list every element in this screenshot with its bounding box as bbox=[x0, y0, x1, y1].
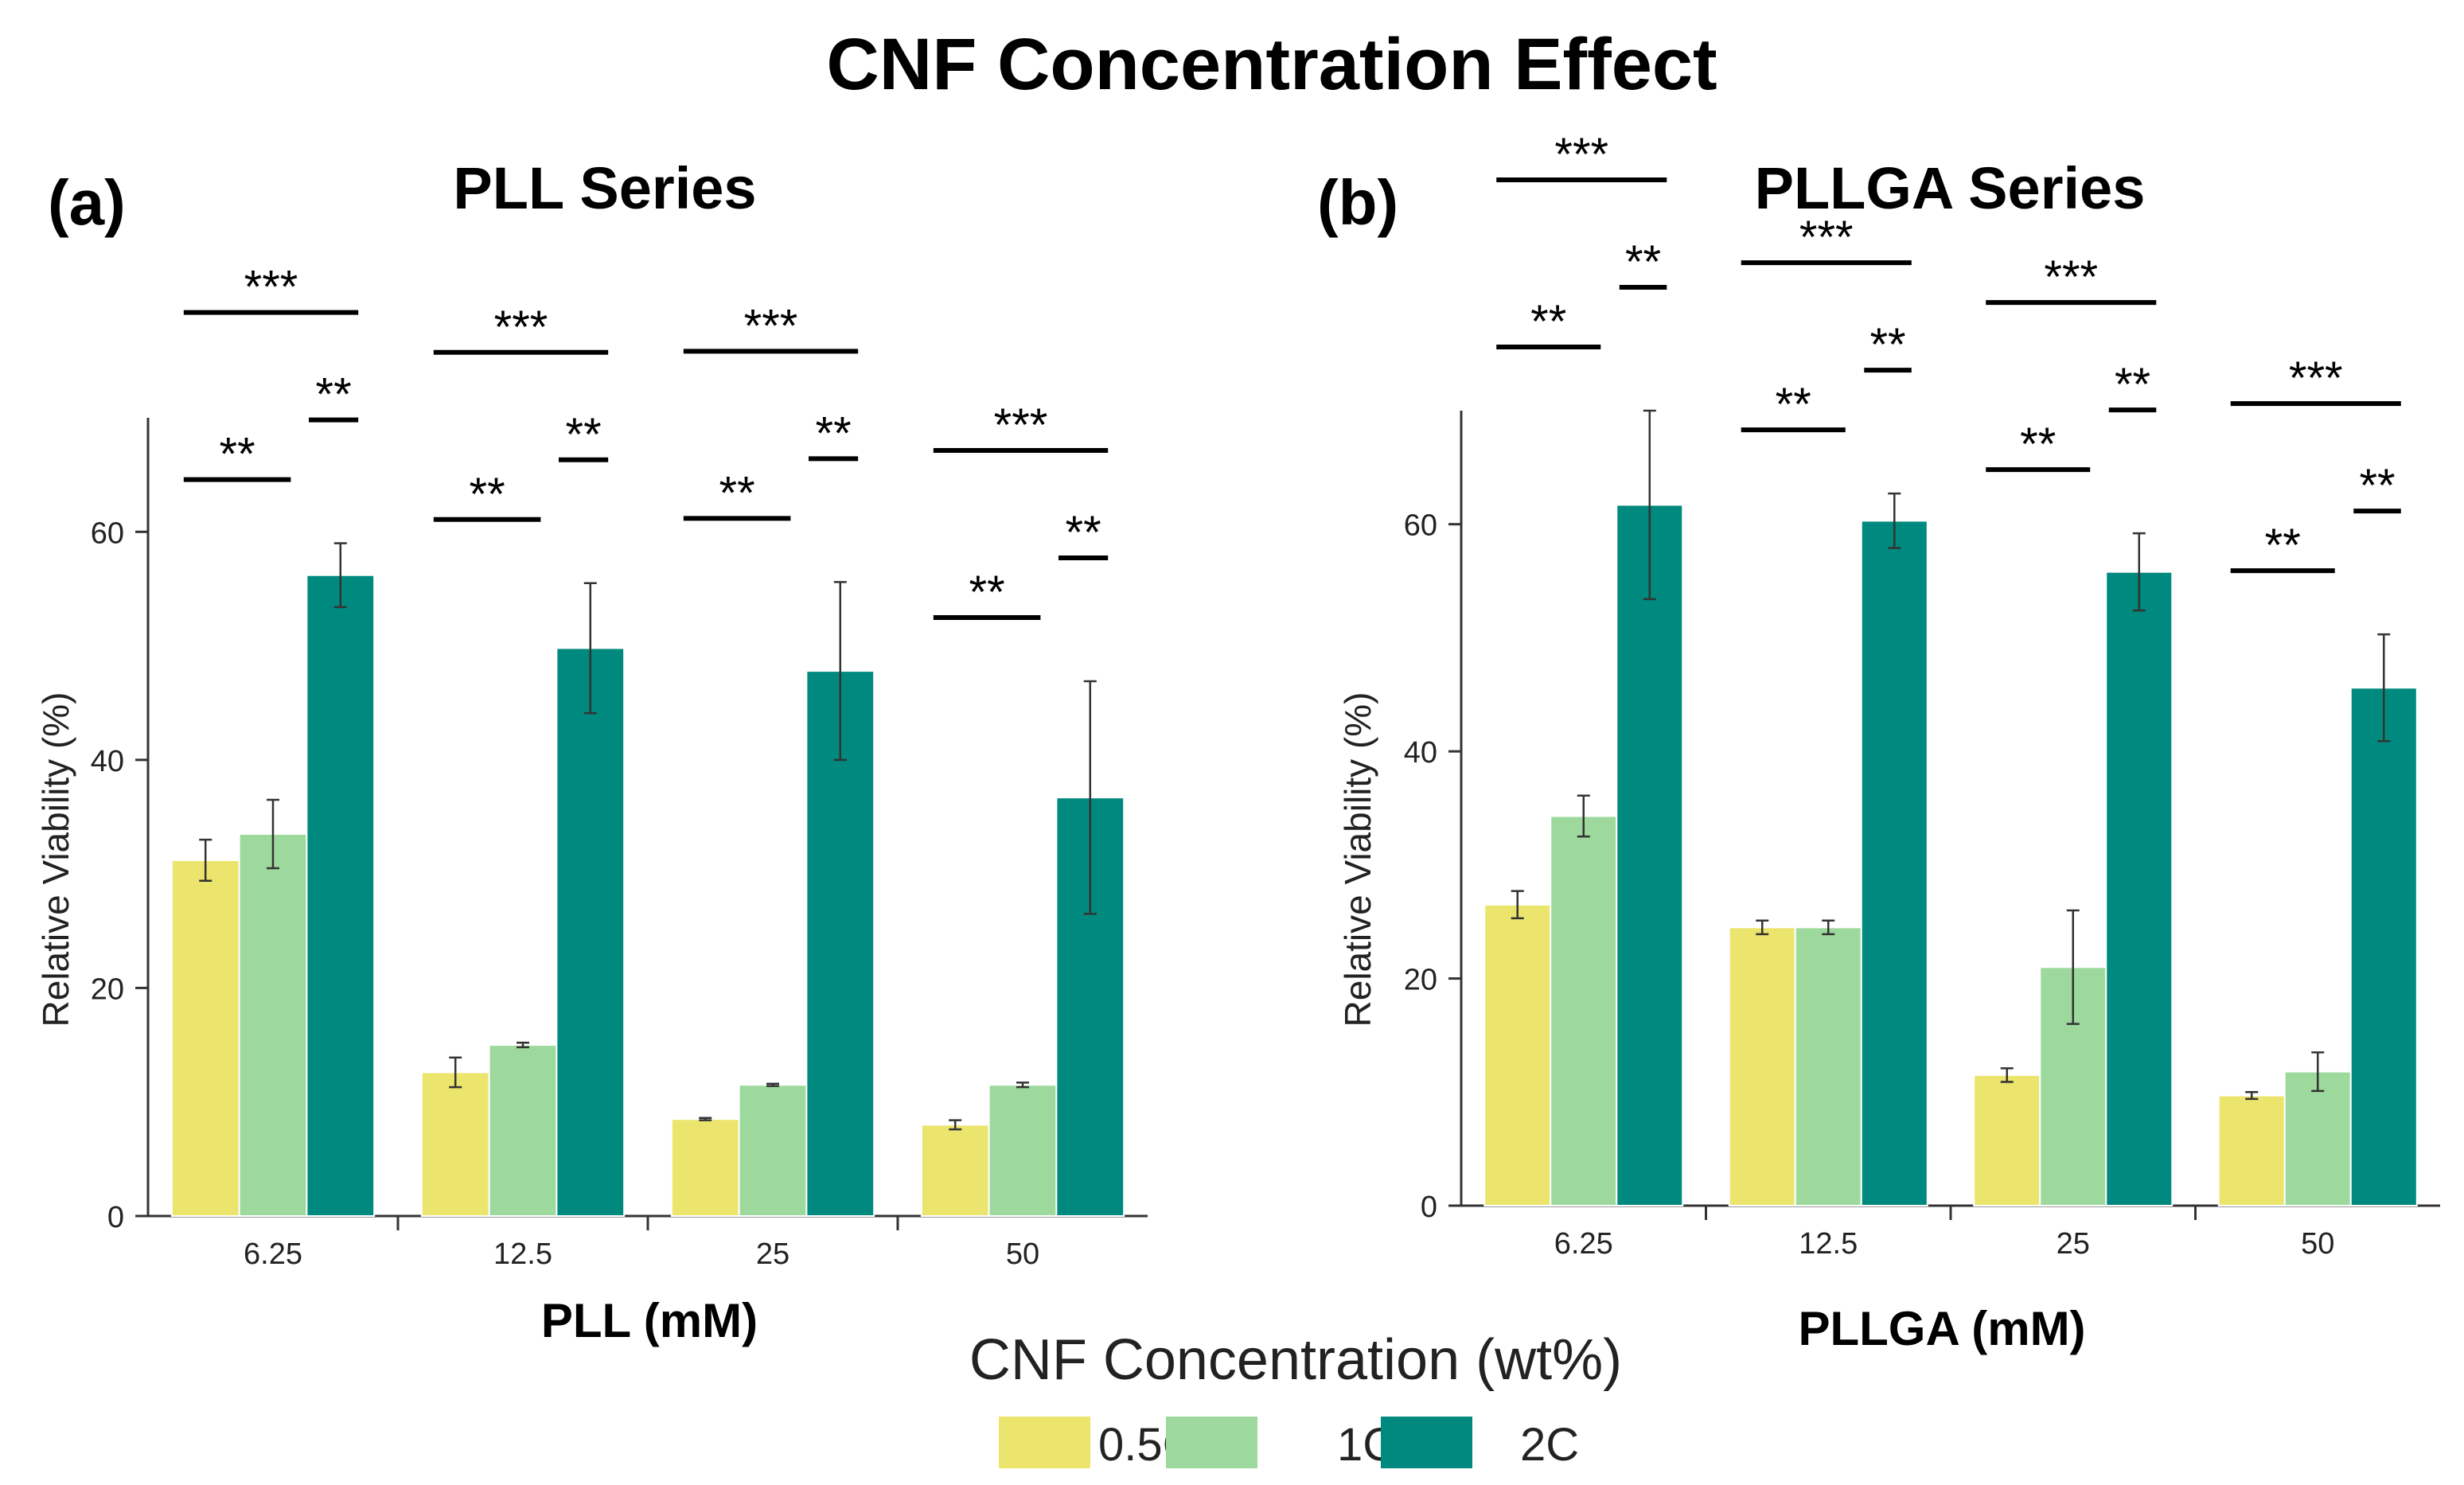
significance-label: ** bbox=[1776, 379, 1811, 431]
legend-title: CNF Concentration (wt%) bbox=[969, 1328, 1622, 1392]
y-tick-label: 60 bbox=[1404, 509, 1437, 543]
bar bbox=[805, 670, 875, 1217]
x-tick-label: 12.5 bbox=[1799, 1227, 1858, 1261]
significance-label: ** bbox=[969, 567, 1005, 618]
significance-label: ** bbox=[719, 467, 755, 519]
bar bbox=[1550, 815, 1618, 1206]
x-tick-label: 25 bbox=[756, 1238, 789, 1271]
significance-label: ** bbox=[1625, 236, 1661, 288]
bar bbox=[738, 1084, 808, 1217]
bar bbox=[670, 1118, 740, 1218]
significance-label: ** bbox=[2265, 520, 2301, 571]
significance-label: ** bbox=[1869, 319, 1905, 371]
significance-label: *** bbox=[1554, 129, 1608, 181]
significance-label: *** bbox=[994, 400, 1048, 451]
legend-label: 2C bbox=[1520, 1419, 1579, 1471]
panel-title: PLLGA Series bbox=[1755, 155, 2146, 221]
bar bbox=[1616, 504, 1684, 1206]
figure-title: CNF Concentration Effect bbox=[826, 24, 1717, 105]
chart-panel-0: (a) PLL Series PLL (mM) Relative Viability … bbox=[35, 155, 1148, 1347]
y-tick-label: 0 bbox=[1421, 1191, 1437, 1224]
x-tick-label: 6.25 bbox=[244, 1238, 302, 1271]
x-axis-label: PLLGA (mM) bbox=[1798, 1302, 2085, 1355]
y-axis-label: Relative Viability (%) bbox=[1337, 692, 1378, 1027]
bar bbox=[306, 574, 376, 1217]
significance-label: ** bbox=[566, 409, 602, 461]
panel-label: (a) bbox=[48, 167, 126, 238]
bar bbox=[1794, 926, 1862, 1206]
significance-label: *** bbox=[494, 302, 548, 353]
bar bbox=[988, 1084, 1058, 1217]
chart-panel-1: (b) PLLGA Series PLLGA (mM) Relative Viabil… bbox=[1317, 129, 2440, 1355]
significance-label: ** bbox=[220, 429, 255, 481]
x-tick-label: 6.25 bbox=[1554, 1227, 1613, 1261]
significance-label: *** bbox=[244, 262, 298, 314]
bar bbox=[2349, 687, 2418, 1206]
y-tick-label: 40 bbox=[91, 745, 124, 778]
x-tick-label: 50 bbox=[2301, 1227, 2334, 1261]
bar bbox=[420, 1071, 490, 1217]
x-axis-label: PLL (mM) bbox=[541, 1294, 758, 1347]
significance-label: ** bbox=[2115, 359, 2150, 411]
bar bbox=[2105, 571, 2174, 1206]
y-tick-label: 60 bbox=[91, 516, 124, 550]
y-tick-label: 20 bbox=[91, 972, 124, 1006]
significance-label: ** bbox=[470, 469, 505, 520]
bar bbox=[556, 647, 626, 1217]
significance-label: ** bbox=[1066, 507, 1101, 559]
bar bbox=[2283, 1070, 2352, 1207]
significance-label: ** bbox=[816, 407, 852, 459]
bar bbox=[2217, 1094, 2286, 1206]
significance-label: *** bbox=[2289, 353, 2343, 404]
y-tick-label: 0 bbox=[107, 1201, 124, 1234]
panel-label: (b) bbox=[1317, 167, 1398, 238]
y-tick-label: 40 bbox=[1404, 736, 1437, 770]
x-tick-label: 25 bbox=[2057, 1227, 2090, 1261]
bar bbox=[238, 832, 308, 1217]
legend-swatch-1C bbox=[1166, 1417, 1257, 1468]
y-tick-label: 20 bbox=[1404, 964, 1437, 997]
panels: (a) PLL Series PLL (mM) Relative Viability … bbox=[35, 129, 2440, 1355]
significance-label: ** bbox=[2359, 460, 2395, 512]
legend-swatch-0.5C bbox=[999, 1417, 1090, 1468]
significance-label: ** bbox=[1530, 296, 1566, 348]
bar bbox=[920, 1124, 990, 1218]
significance-label: *** bbox=[1799, 212, 1854, 263]
legend-swatch-2C bbox=[1381, 1417, 1472, 1468]
bar bbox=[1973, 1074, 2041, 1206]
bar bbox=[1483, 903, 1552, 1206]
x-tick-label: 12.5 bbox=[493, 1238, 552, 1271]
x-tick-label: 50 bbox=[1006, 1238, 1039, 1271]
bar bbox=[1860, 520, 1928, 1206]
panel-title: PLL Series bbox=[453, 155, 756, 221]
significance-label: *** bbox=[2044, 251, 2098, 303]
significance-label: ** bbox=[2020, 419, 2056, 470]
significance-label: ** bbox=[316, 369, 352, 421]
bar bbox=[170, 859, 240, 1218]
y-axis-label: Relative Viability (%) bbox=[35, 692, 76, 1027]
bar bbox=[1728, 926, 1796, 1206]
legend: CNF Concentration (wt%) 0.5C 1C 2C bbox=[969, 1328, 1622, 1471]
bar bbox=[488, 1044, 558, 1217]
significance-label: *** bbox=[744, 300, 798, 352]
